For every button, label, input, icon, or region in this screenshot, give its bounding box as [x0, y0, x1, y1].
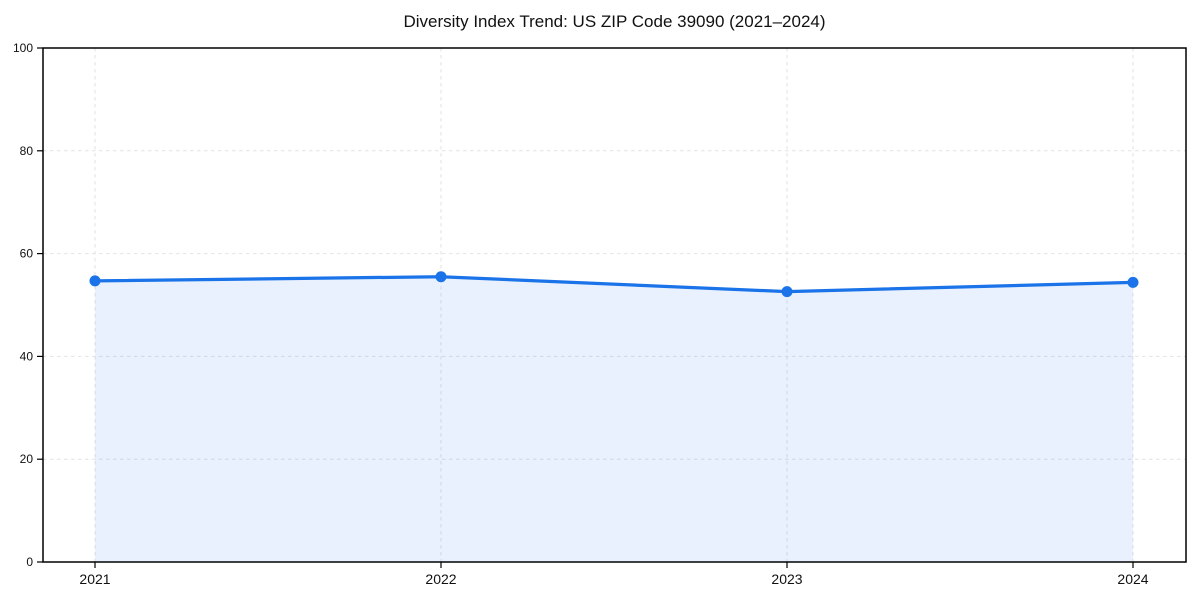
y-tick-label: 40 [20, 349, 34, 363]
y-tick-label: 100 [13, 41, 33, 55]
x-tick-label: 2022 [425, 571, 456, 587]
data-point-2021 [89, 275, 101, 287]
trend-line [93, 275, 1135, 294]
x-tick-label: 2021 [79, 571, 110, 587]
y-tick-label: 20 [20, 452, 34, 466]
y-tick-label: 80 [20, 144, 34, 158]
x-tick-label: 2024 [1117, 571, 1148, 587]
data-point-2023 [781, 286, 793, 298]
data-point-2024 [1127, 276, 1139, 288]
y-tick-label: 60 [20, 247, 34, 261]
area-fill [95, 276, 1133, 562]
chart-title: Diversity Index Trend: US ZIP Code 39090… [403, 12, 826, 31]
x-tick-label: 2023 [771, 571, 802, 587]
y-tick-label: 0 [26, 555, 33, 569]
plot-border [42, 47, 1187, 563]
data-point-2022 [435, 271, 447, 283]
